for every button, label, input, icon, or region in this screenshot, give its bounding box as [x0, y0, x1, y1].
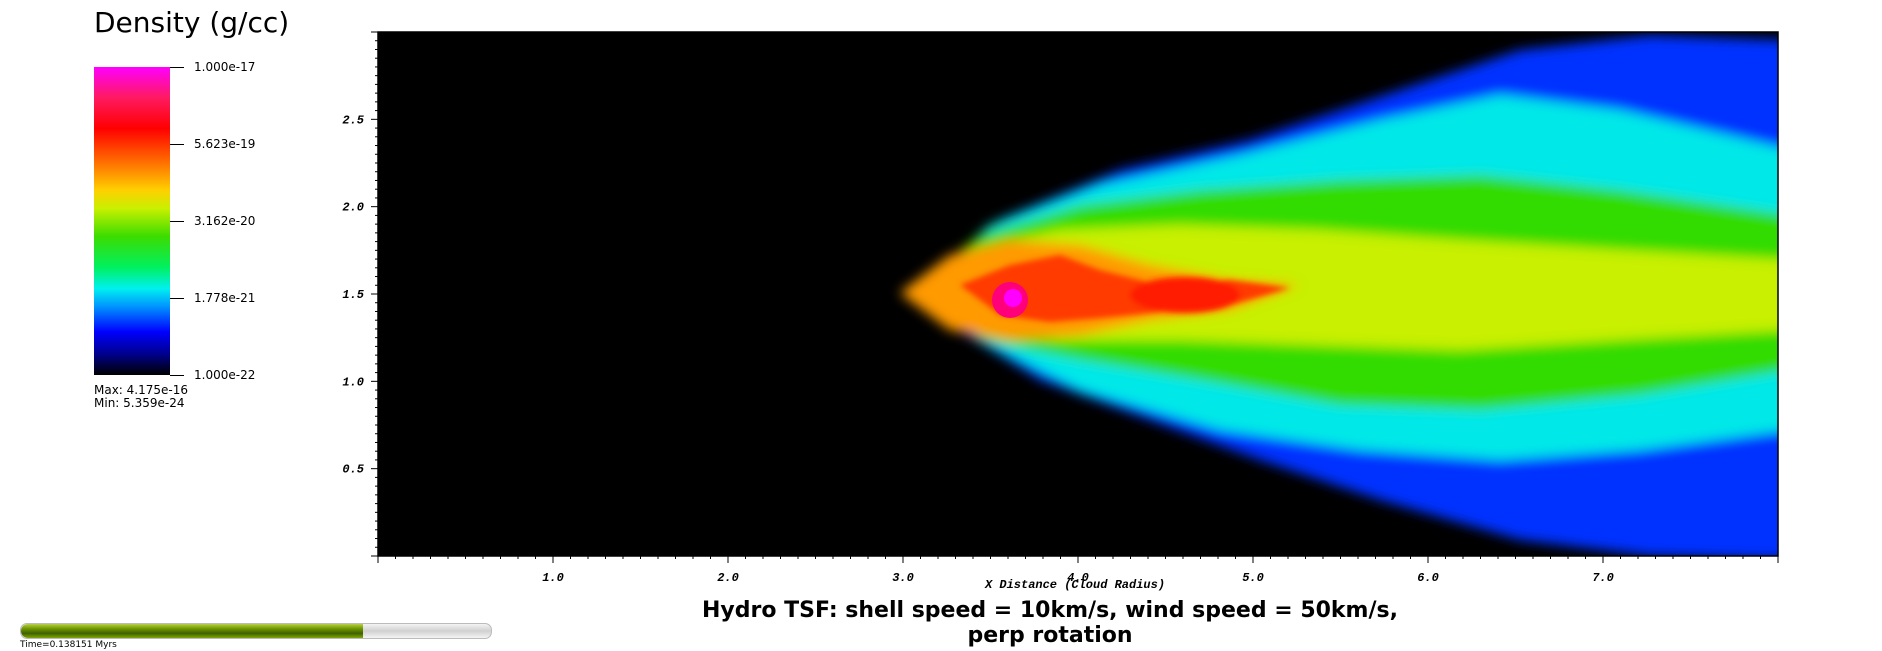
colorbar-label: 1.778e-21	[194, 291, 256, 305]
colorbar	[94, 67, 170, 375]
colorbar-title: Density (g/cc)	[94, 6, 290, 39]
x-tick-label: 3.0	[892, 571, 914, 585]
x-tick-label: 4.0	[1067, 571, 1089, 585]
y-tick-label: 1.0	[342, 375, 364, 389]
time-slider-fill	[21, 624, 364, 638]
colorbar-tick	[170, 144, 184, 145]
colorbar-tick	[170, 375, 184, 376]
x-axis-label: X Distance (Cloud Radius)	[984, 578, 1165, 592]
y-tick-label: 1.5	[342, 288, 364, 302]
x-axis: 1.0 2.0 3.0 4.0 5.0 6.0 7.0	[377, 556, 1779, 585]
time-label: Time=0.138151 Myrs	[20, 640, 117, 650]
x-tick-label: 7.0	[1592, 571, 1614, 585]
density-field	[900, 35, 1778, 556]
colorbar-tick	[170, 298, 184, 299]
y-tick-label: 2.5	[342, 113, 364, 127]
colorbar-label: 3.162e-20	[194, 214, 256, 228]
y-tick-label: 0.5	[342, 463, 364, 477]
plot-caption: Hydro TSF: shell speed = 10km/s, wind sp…	[702, 598, 1398, 648]
x-tick-label: 6.0	[1417, 571, 1439, 585]
colorbar-tick	[170, 221, 184, 222]
colorbar-tick	[170, 67, 184, 68]
x-tick-label: 2.0	[717, 571, 739, 585]
colorbar-label: 1.000e-17	[194, 60, 256, 74]
y-tick-label: 2.0	[342, 201, 364, 215]
y-axis: 0.5 1.0 1.5 2.0 2.5	[342, 31, 378, 557]
x-tick-label: 1.0	[542, 571, 564, 585]
x-tick-label: 5.0	[1242, 571, 1264, 585]
colorbar-max: Max: 4.175e-16	[94, 383, 189, 397]
time-slider[interactable]	[20, 623, 492, 639]
colorbar-min: Min: 5.359e-24	[94, 396, 185, 410]
colorbar-label: 1.000e-22	[194, 368, 256, 382]
colorbar-label: 5.623e-19	[194, 137, 256, 151]
